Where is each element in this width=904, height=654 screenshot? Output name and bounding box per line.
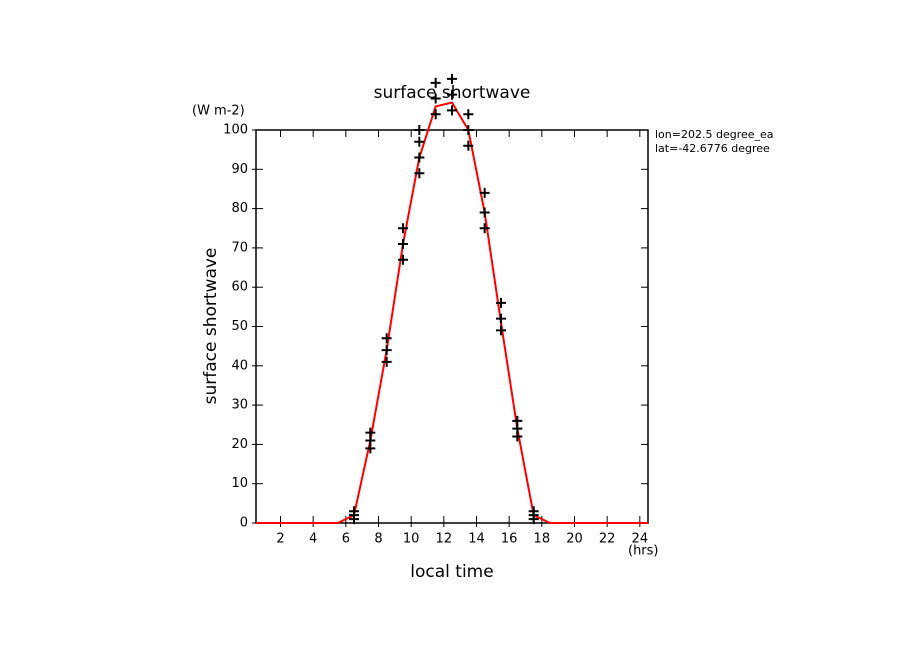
annotation: lat=-42.6776 degree <box>655 142 770 155</box>
data-point <box>479 207 490 218</box>
x-tick-label: 24 <box>632 532 649 547</box>
y-tick-label: 40 <box>231 358 248 373</box>
y-tick-label: 100 <box>223 123 248 138</box>
y-units: (W m-2) <box>192 104 245 119</box>
data-point <box>528 506 539 517</box>
data-point <box>381 345 392 356</box>
x-tick-label: 12 <box>436 532 453 547</box>
x-axis-label: local time <box>410 562 493 582</box>
data-point <box>496 313 506 324</box>
data-point <box>496 325 506 336</box>
data-point <box>414 125 425 135</box>
annotations: lon=202.5 degree_ea lat=-42.6776 degree <box>655 128 774 155</box>
data-point <box>512 415 523 426</box>
data-point <box>381 333 392 344</box>
x-tick-label: 14 <box>468 532 485 547</box>
plot-frame <box>255 129 649 524</box>
y-tick-label: 60 <box>231 280 248 295</box>
x-tick-label: 2 <box>276 532 284 547</box>
data-point <box>479 187 490 198</box>
x-tick-label: 6 <box>342 532 350 547</box>
data-point <box>463 125 474 135</box>
data-point <box>414 168 425 179</box>
x-tick-label: 22 <box>599 532 616 547</box>
data-point <box>398 238 408 249</box>
data-point <box>463 140 474 151</box>
data-point <box>463 109 474 120</box>
data-point <box>496 297 506 308</box>
x-units: (hrs) <box>628 544 659 559</box>
x-tick-label: 8 <box>374 532 382 547</box>
data-point <box>479 223 490 234</box>
y-axis-label: surface shortwave <box>201 248 221 405</box>
data-point <box>381 356 392 367</box>
y-tick-label: 80 <box>231 201 248 216</box>
x-tick-label: 20 <box>566 532 583 547</box>
y-tick-label: 30 <box>231 398 248 413</box>
data-point <box>430 77 441 88</box>
data-point <box>365 427 376 438</box>
data-point <box>349 506 359 517</box>
y-tick-label: 70 <box>231 240 248 255</box>
x-tick-label: 10 <box>403 532 420 547</box>
data-point <box>447 73 457 84</box>
data-point <box>398 223 408 234</box>
data-point <box>447 105 457 116</box>
data-line <box>256 101 648 524</box>
y-tick-label: 50 <box>231 319 248 334</box>
y-tick-label: 90 <box>231 162 248 177</box>
annotation: lon=202.5 degree_ea <box>655 128 774 141</box>
data-point <box>430 93 441 104</box>
y-tick-label: 0 <box>240 516 248 531</box>
x-tick-label: 4 <box>309 532 317 547</box>
y-tick-label: 20 <box>231 437 248 452</box>
x-tick-label: 16 <box>501 532 518 547</box>
data-point <box>447 89 457 100</box>
x-tick-label: 18 <box>534 532 551 547</box>
data-point <box>430 109 441 120</box>
data-point <box>398 254 408 265</box>
y-tick-label: 10 <box>231 476 248 491</box>
data-point <box>414 136 425 147</box>
data-point <box>414 152 425 163</box>
